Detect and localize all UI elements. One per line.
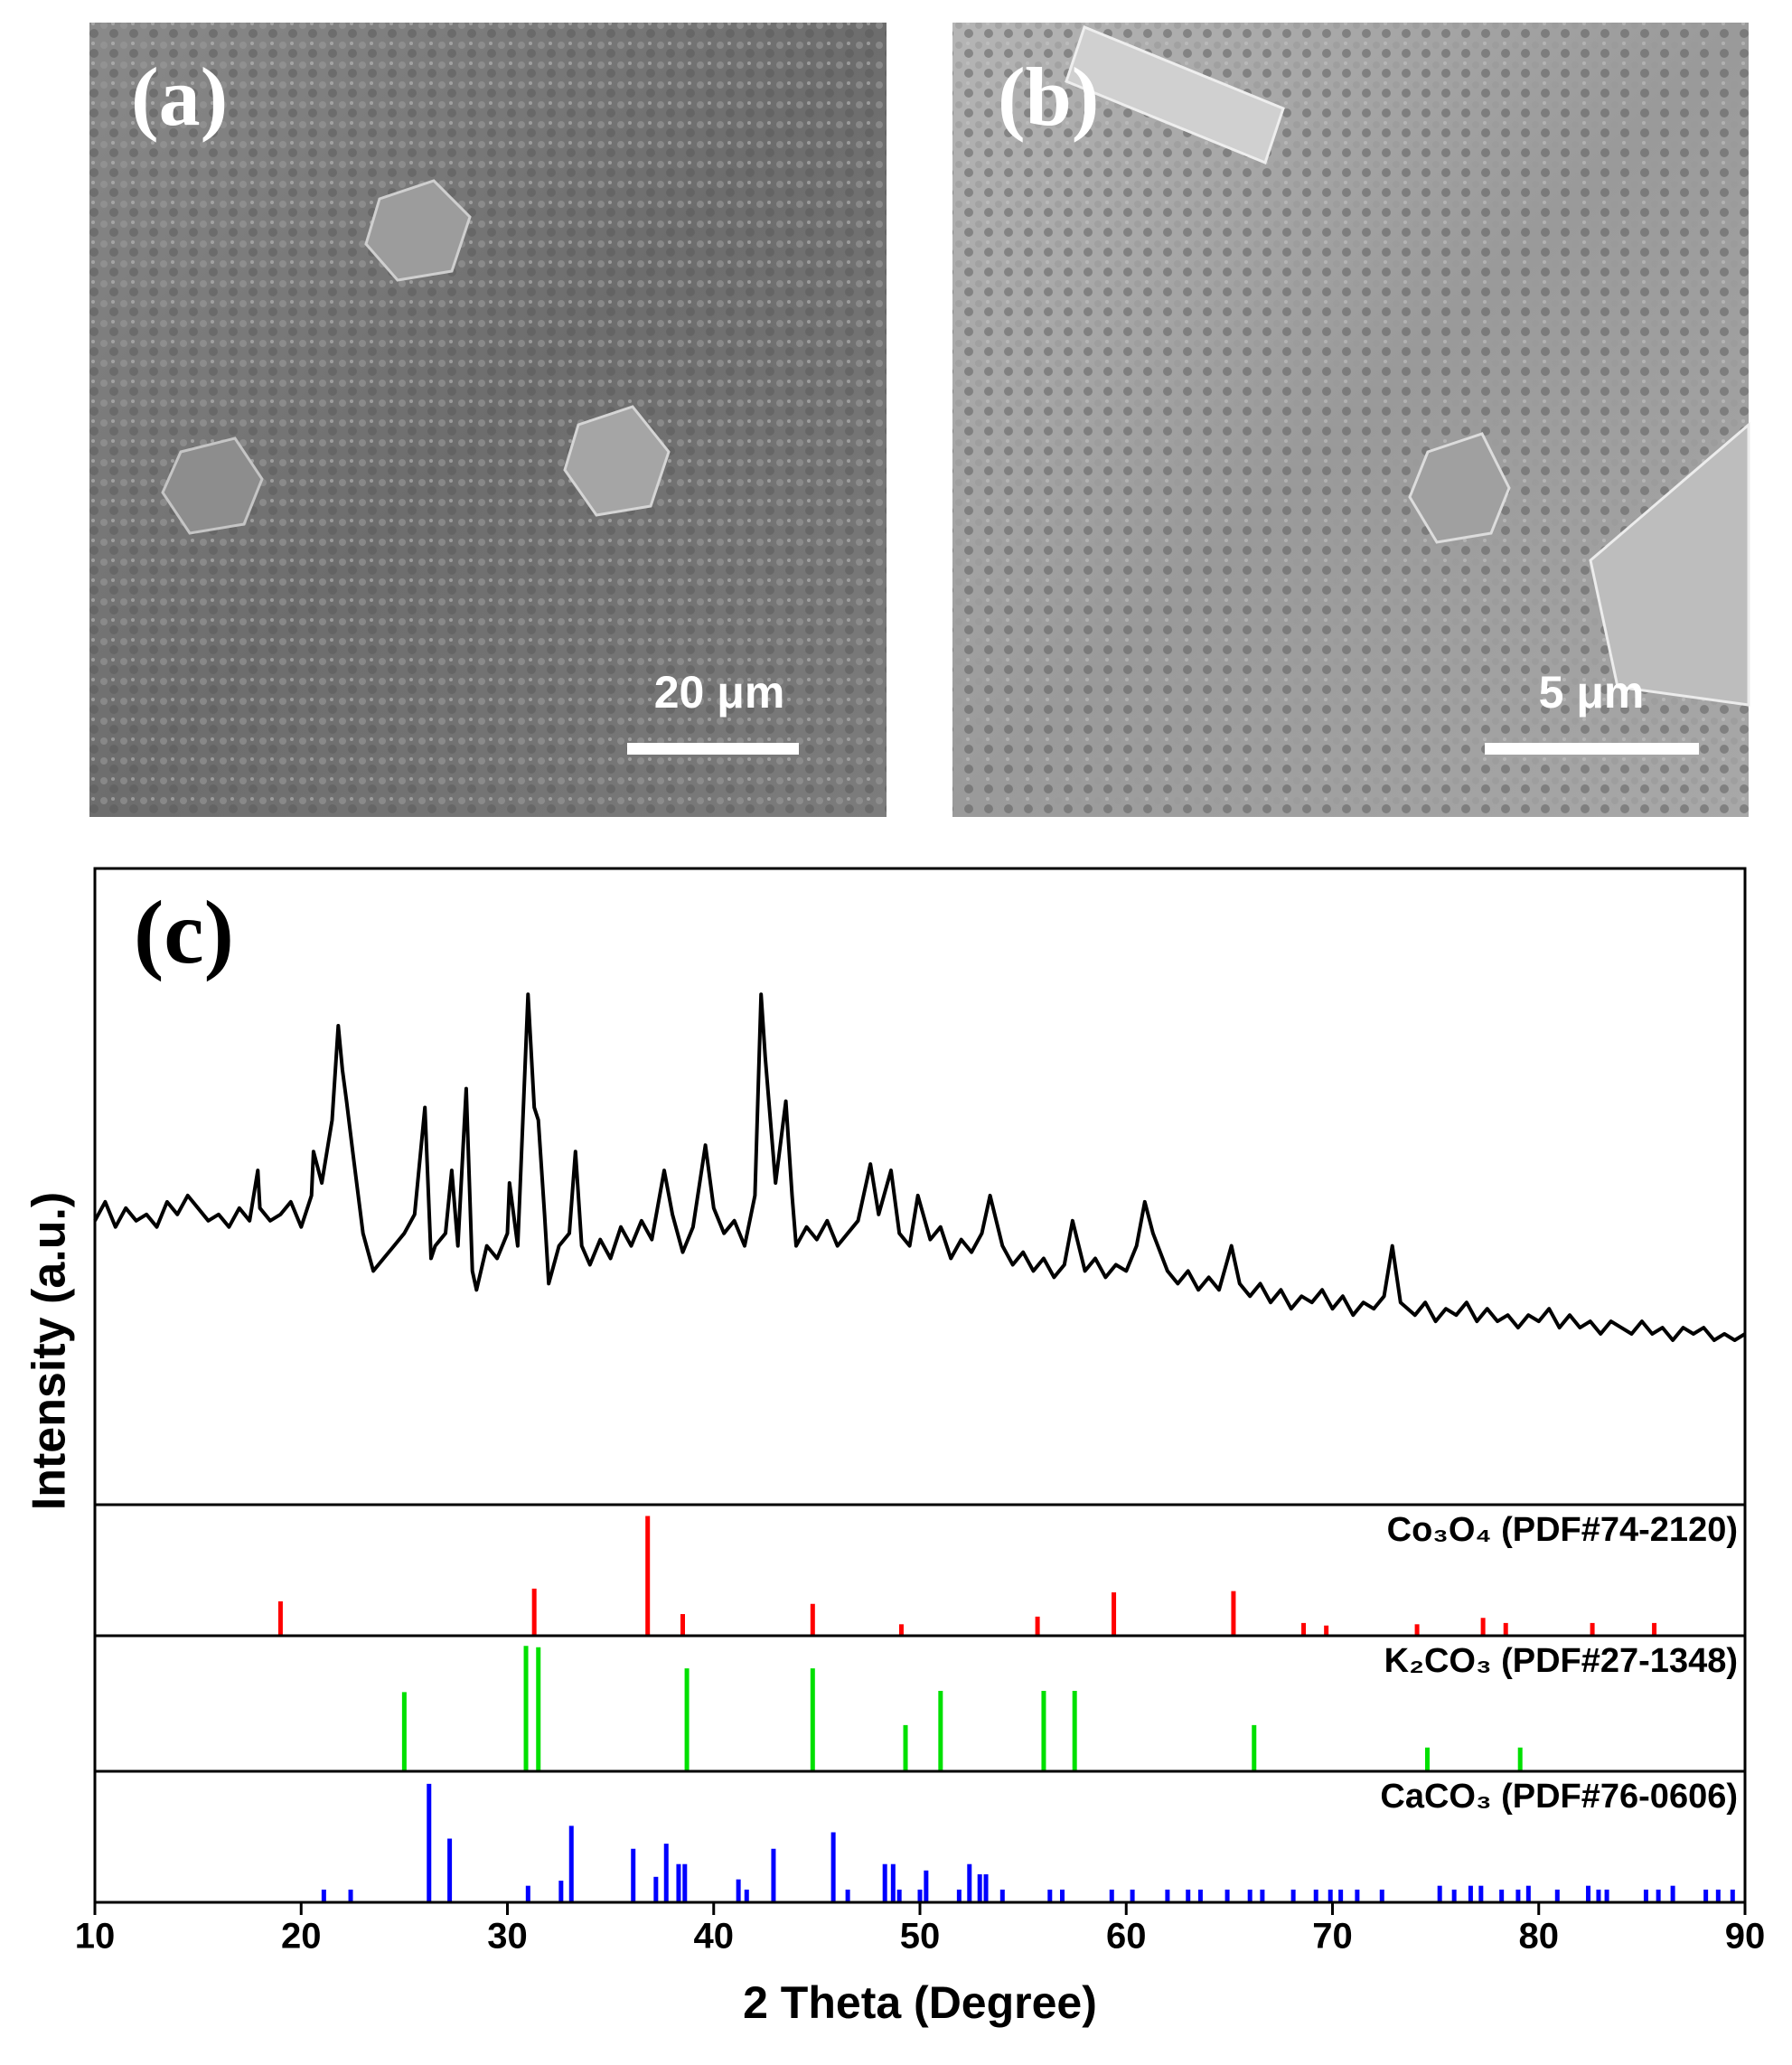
scale-bar-label: 5 μm (1539, 667, 1645, 718)
crystal (563, 405, 671, 517)
crystal (1065, 25, 1285, 164)
y-axis-label: Intensity (a.u.) (23, 1192, 76, 1510)
scale-bar (1485, 743, 1699, 755)
x-tick-label: 80 (1519, 1917, 1560, 1957)
x-axis-label: 2 Theta (Degree) (743, 1977, 1097, 2028)
sem-panel-b: (b) 5 μm (952, 23, 1750, 817)
crystal (1589, 421, 1750, 707)
scale-bar-label: 20 μm (654, 667, 785, 718)
x-tick-label: 30 (487, 1917, 528, 1957)
reference-name: Co₃O₄ (PDF#74-2120) (1387, 1511, 1738, 1549)
crystal (1408, 432, 1511, 544)
sem-texture (89, 23, 887, 817)
plot-frame (93, 867, 1747, 1904)
x-tick-label: 40 (694, 1917, 735, 1957)
x-tick-label: 90 (1725, 1917, 1766, 1957)
panel-label: (b) (998, 51, 1099, 143)
x-tick-label: 10 (75, 1917, 116, 1957)
x-tick-label: 60 (1106, 1917, 1147, 1957)
scale-bar (627, 743, 799, 755)
panel-label: (a) (131, 51, 228, 143)
x-tick-label: 50 (900, 1917, 941, 1957)
crystal (364, 179, 472, 282)
panel-label: (c) (134, 882, 234, 982)
crystal (161, 436, 264, 535)
reference-name: K₂CO₃ (PDF#27-1348) (1384, 1642, 1738, 1680)
reference-name: CaCO₃ (PDF#76-0606) (1380, 1778, 1738, 1816)
xrd-line (93, 992, 1747, 1342)
x-tick-label: 20 (281, 1917, 322, 1957)
xrd-chart: Co₃O₄ (PDF#74-2120) K₂CO₃ (PDF#27-1348) Ca… (23, 867, 1766, 2028)
sem-panel-a: (a) 20 μm (89, 23, 887, 817)
x-tick-label: 70 (1312, 1917, 1353, 1957)
